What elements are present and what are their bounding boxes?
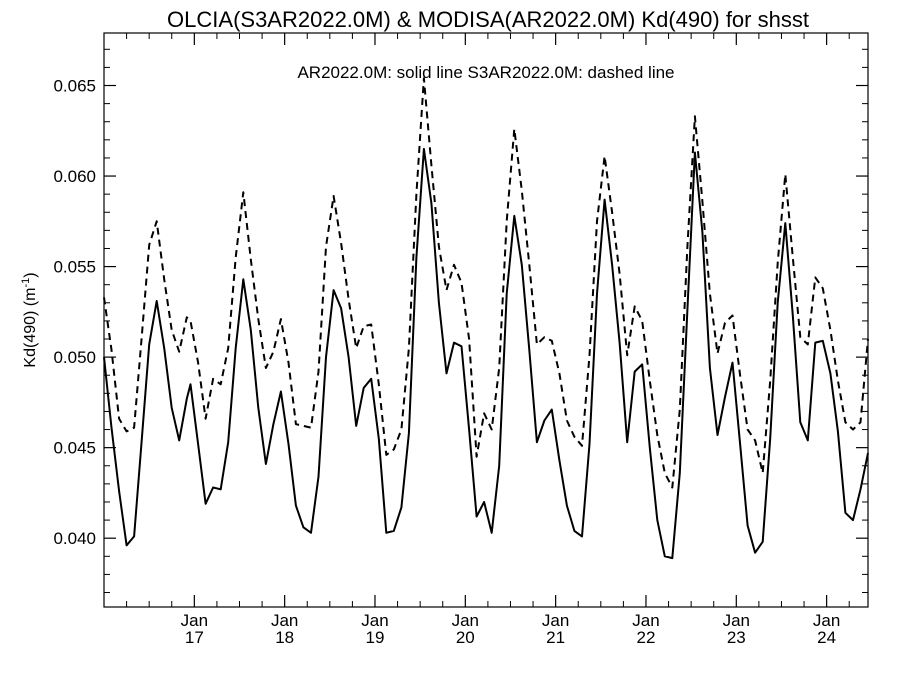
y-axis-ticks: 0.040 0.045 0.050 0.055 0.060 0.065 xyxy=(53,48,868,594)
y-axis-label-superscript: -1 xyxy=(20,278,32,288)
y-tick-label: 0.050 xyxy=(53,348,96,367)
x-tick-label-year: 22 xyxy=(637,628,656,647)
series-line-s3ar2022-0m xyxy=(103,77,869,489)
x-tick-label-year: 17 xyxy=(185,628,204,647)
line-style-annotation: AR2022.0M: solid line S3AR2022.0M: dashe… xyxy=(297,63,674,82)
x-tick-label-year: 21 xyxy=(546,628,565,647)
y-tick-label: 0.055 xyxy=(53,258,96,277)
y-axis-label: Kd(490) (m-1) xyxy=(20,272,39,367)
x-tick-label-year: 18 xyxy=(275,628,294,647)
x-tick-label-month: Jan xyxy=(723,611,750,630)
x-tick-label-year: 24 xyxy=(817,628,836,647)
chart-title: OLCIA(S3AR2022.0M) & MODISA(AR2022.0M) K… xyxy=(167,7,809,32)
x-tick-label-month: Jan xyxy=(632,611,659,630)
x-tick-label-year: 19 xyxy=(366,628,385,647)
y-tick-label: 0.065 xyxy=(53,77,96,96)
x-tick-label-year: 20 xyxy=(456,628,475,647)
x-tick-label-year: 23 xyxy=(727,628,746,647)
y-tick-label: 0.040 xyxy=(53,529,96,548)
x-tick-label-month: Jan xyxy=(181,611,208,630)
x-tick-label-month: Jan xyxy=(271,611,298,630)
x-tick-label-month: Jan xyxy=(542,611,569,630)
plot-frame xyxy=(103,32,869,608)
y-tick-label: 0.045 xyxy=(53,439,96,458)
series-line-ar2022-0m xyxy=(103,147,869,560)
x-tick-label-month: Jan xyxy=(361,611,388,630)
y-axis-label-close: ) xyxy=(22,272,39,277)
series-lines xyxy=(103,77,869,560)
x-tick-label-month: Jan xyxy=(813,611,840,630)
y-tick-label: 0.060 xyxy=(53,167,96,186)
x-tick-label-month: Jan xyxy=(452,611,479,630)
plot-border xyxy=(103,32,869,608)
y-axis-label-main: Kd(490) (m xyxy=(22,288,39,368)
